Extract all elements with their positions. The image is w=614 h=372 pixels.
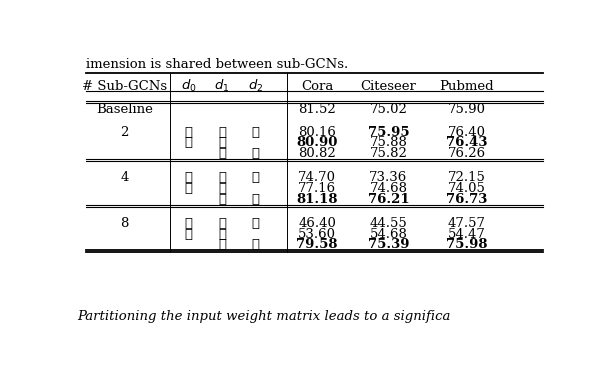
Text: 75.95: 75.95 xyxy=(368,125,410,138)
Text: 75.02: 75.02 xyxy=(370,103,407,116)
Text: 44.55: 44.55 xyxy=(370,217,407,230)
Text: Pubmed: Pubmed xyxy=(440,80,494,93)
Text: ✓: ✓ xyxy=(185,182,193,195)
Text: ✓: ✓ xyxy=(185,171,193,185)
Text: Baseline: Baseline xyxy=(96,103,153,116)
Text: ✓: ✓ xyxy=(251,217,259,230)
Text: ✓: ✓ xyxy=(251,171,259,185)
Text: ✓: ✓ xyxy=(218,136,226,149)
Text: ✓: ✓ xyxy=(251,125,259,138)
Text: 75.82: 75.82 xyxy=(370,147,407,160)
Text: 74.70: 74.70 xyxy=(298,171,336,185)
Text: 75.90: 75.90 xyxy=(448,103,486,116)
Text: ✓: ✓ xyxy=(218,193,226,206)
Text: 80.82: 80.82 xyxy=(298,147,336,160)
Text: 76.40: 76.40 xyxy=(448,125,486,138)
Text: imension is shared between sub-GCNs.: imension is shared between sub-GCNs. xyxy=(86,58,349,71)
Text: $d_2$: $d_2$ xyxy=(247,78,263,94)
Text: 47.57: 47.57 xyxy=(448,217,486,230)
Text: 76.26: 76.26 xyxy=(448,147,486,160)
Text: ✓: ✓ xyxy=(218,147,226,160)
Text: 2: 2 xyxy=(120,125,128,138)
Text: 74.05: 74.05 xyxy=(448,182,486,195)
Text: ✓: ✓ xyxy=(218,228,226,241)
Text: 73.36: 73.36 xyxy=(369,171,408,185)
Text: ✓: ✓ xyxy=(218,171,226,185)
Text: $d_1$: $d_1$ xyxy=(214,78,230,94)
Text: 80.90: 80.90 xyxy=(297,136,338,149)
Text: Cora: Cora xyxy=(301,80,333,93)
Text: 54.68: 54.68 xyxy=(370,228,407,241)
Text: ✓: ✓ xyxy=(185,136,193,149)
Text: ✓: ✓ xyxy=(218,217,226,230)
Text: 53.60: 53.60 xyxy=(298,228,336,241)
Text: $d_0$: $d_0$ xyxy=(181,78,196,94)
Text: ✓: ✓ xyxy=(218,125,226,138)
Text: Citeseer: Citeseer xyxy=(360,80,416,93)
Text: ✓: ✓ xyxy=(218,182,226,195)
Text: 8: 8 xyxy=(120,217,128,230)
Text: ✓: ✓ xyxy=(185,228,193,241)
Text: 76.73: 76.73 xyxy=(446,193,488,206)
Text: 79.58: 79.58 xyxy=(297,238,338,251)
Text: ✓: ✓ xyxy=(185,125,193,138)
Text: 76.43: 76.43 xyxy=(446,136,488,149)
Text: 75.88: 75.88 xyxy=(370,136,407,149)
Text: ✓: ✓ xyxy=(218,238,226,251)
Text: 75.39: 75.39 xyxy=(368,238,409,251)
Text: ✓: ✓ xyxy=(251,147,259,160)
Text: 74.68: 74.68 xyxy=(370,182,408,195)
Text: 77.16: 77.16 xyxy=(298,182,336,195)
Text: 75.98: 75.98 xyxy=(446,238,488,251)
Text: ✓: ✓ xyxy=(251,238,259,251)
Text: 81.52: 81.52 xyxy=(298,103,336,116)
Text: 80.16: 80.16 xyxy=(298,125,336,138)
Text: 81.18: 81.18 xyxy=(297,193,338,206)
Text: # Sub-GCNs: # Sub-GCNs xyxy=(82,80,167,93)
Text: ✓: ✓ xyxy=(185,217,193,230)
Text: Partitioning the input weight matrix leads to a significa: Partitioning the input weight matrix lea… xyxy=(77,310,450,323)
Text: ✓: ✓ xyxy=(251,193,259,206)
Text: 4: 4 xyxy=(120,171,128,185)
Text: 72.15: 72.15 xyxy=(448,171,486,185)
Text: 54.47: 54.47 xyxy=(448,228,486,241)
Text: 76.21: 76.21 xyxy=(368,193,410,206)
Text: 46.40: 46.40 xyxy=(298,217,336,230)
